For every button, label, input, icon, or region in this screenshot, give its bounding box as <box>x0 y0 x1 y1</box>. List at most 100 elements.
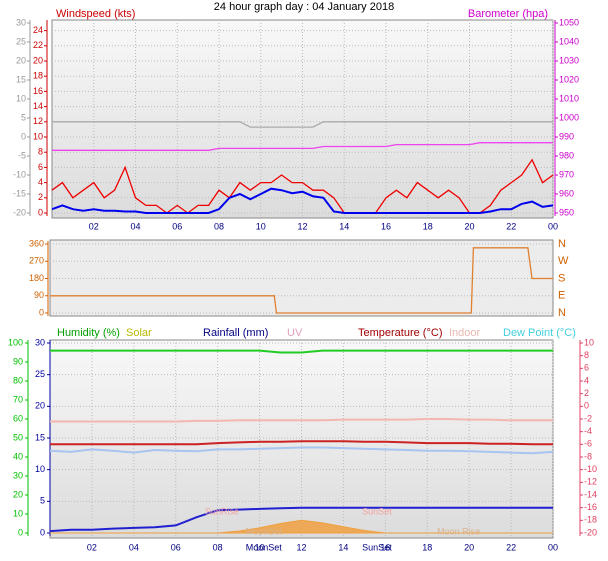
y2-tick-label: -12 <box>584 477 597 487</box>
series-line <box>50 349 553 354</box>
y2-tick-label: 1040 <box>559 36 579 46</box>
series-line <box>52 121 553 128</box>
y2-tick-label: 2 <box>584 388 589 398</box>
y2-tick-label: 1020 <box>559 74 579 84</box>
y-tick-label: 6 <box>38 162 43 172</box>
y2-tick-label: -18 <box>584 515 597 525</box>
y2-tick-label: 1050 <box>559 17 579 27</box>
x-tick-label: 12 <box>296 542 306 552</box>
y-tick-label: 12 <box>33 116 43 126</box>
y-tick-label: 20 <box>35 401 45 411</box>
y3-tick-label: 30 <box>16 17 26 27</box>
y2-tick-label: -14 <box>584 489 597 499</box>
y-tick-label: 90 <box>34 290 44 300</box>
y2-tick-label: -20 <box>584 527 597 537</box>
series-line <box>50 418 553 423</box>
y-tick-label: 2 <box>38 192 43 202</box>
y-tick-label: 270 <box>29 256 44 266</box>
y2-tick-label: -4 <box>584 426 592 436</box>
legend-entry: Humidity (%) <box>57 327 120 339</box>
y3-tick-label: 100 <box>8 337 23 347</box>
y2-tick-label: 950 <box>559 207 574 217</box>
y3-tick-label: -10 <box>13 169 26 179</box>
x-event: MoonSet <box>246 542 283 552</box>
y3-tick-label: 60 <box>13 413 23 423</box>
y2-tick-label: 8 <box>584 350 589 360</box>
y3-tick-label: -15 <box>13 188 26 198</box>
x-tick-label: 12 <box>297 221 307 231</box>
y3-tick-label: 50 <box>13 432 23 442</box>
x-tick-label: 08 <box>213 542 223 552</box>
legend-entry: Temperature (°C) <box>358 327 442 339</box>
y2-tick-label: E <box>558 290 565 302</box>
y2-tick-label: 980 <box>559 150 574 160</box>
y3-tick-label: 25 <box>16 36 26 46</box>
x-tick-label: 02 <box>87 542 97 552</box>
x-tick-label: 22 <box>506 221 516 231</box>
y2-tick-label: 1010 <box>559 93 579 103</box>
legend-entry: Rainfall (mm) <box>203 327 268 339</box>
y3-tick-label: 30 <box>13 470 23 480</box>
chart-title: 24 hour graph day : 04 January 2018 <box>214 1 394 13</box>
y2-tick-label: 4 <box>584 375 589 385</box>
y-tick-label: 0 <box>40 527 45 537</box>
y-tick-label: 180 <box>29 273 44 283</box>
x-event: SunSet <box>362 542 392 552</box>
x-tick-label: 10 <box>256 221 266 231</box>
y-tick-label: 8 <box>38 147 43 157</box>
x-tick-label: 14 <box>339 221 349 231</box>
x-tick-label: 20 <box>464 221 474 231</box>
y3-tick-label: 15 <box>16 74 26 84</box>
series-line <box>52 142 553 151</box>
legend-entry: UV <box>287 327 303 339</box>
y2-tick-label: -8 <box>584 451 592 461</box>
y-tick-label: 14 <box>33 101 43 111</box>
x-tick-label: 18 <box>423 221 433 231</box>
y2-tick-label: 1030 <box>559 55 579 65</box>
x-tick-label: 14 <box>338 542 348 552</box>
legend-entry: Indoor <box>449 327 481 339</box>
y3-tick-label: 0 <box>21 131 26 141</box>
y3-tick-label: 20 <box>16 55 26 65</box>
series-line <box>49 446 554 455</box>
y3-tick-label: 80 <box>13 375 23 385</box>
y2-tick-label: 10 <box>584 337 594 347</box>
x-tick-label: 04 <box>129 542 139 552</box>
y2-tick-label: 990 <box>559 131 574 141</box>
y-tick-label: 18 <box>33 71 43 81</box>
x-tick-label: 10 <box>255 542 265 552</box>
y3-tick-label: 70 <box>13 394 23 404</box>
y2-tick-label: N <box>558 307 566 319</box>
x-tick-label: 00 <box>548 221 558 231</box>
y-tick-label: 0 <box>39 307 44 317</box>
y-tick-label: 4 <box>38 177 43 187</box>
y-tick-label: 10 <box>33 131 43 141</box>
series-line <box>50 247 553 314</box>
y-tick-label: 20 <box>33 55 43 65</box>
series-line <box>51 187 554 214</box>
legend-entry: Dew Point (°C) <box>503 327 576 339</box>
y2-tick-label: 960 <box>559 188 574 198</box>
annotation: SunSet <box>362 506 392 516</box>
y2-tick-label: 0 <box>584 401 589 411</box>
y3-tick-label: 0 <box>18 527 23 537</box>
x-tick-label: 20 <box>464 542 474 552</box>
x-tick-label: 02 <box>89 221 99 231</box>
series-area <box>50 519 553 534</box>
y3-tick-label: 5 <box>21 112 26 122</box>
y-tick-label: 22 <box>33 40 43 50</box>
series-line <box>49 506 553 533</box>
y2-tick-label: 6 <box>584 363 589 373</box>
y3-tick-label: 40 <box>13 451 23 461</box>
x-tick-label: 18 <box>422 542 432 552</box>
y2-tick-label: -2 <box>584 413 592 423</box>
y3-tick-label: 90 <box>13 356 23 366</box>
x-tick-label: 00 <box>548 542 558 552</box>
x-tick-label: 06 <box>171 542 181 552</box>
y-tick-label: 16 <box>33 86 43 96</box>
annotation: SunRise <box>205 506 239 516</box>
y-tick-label: 360 <box>29 238 44 248</box>
x-tick-label: 16 <box>381 221 391 231</box>
